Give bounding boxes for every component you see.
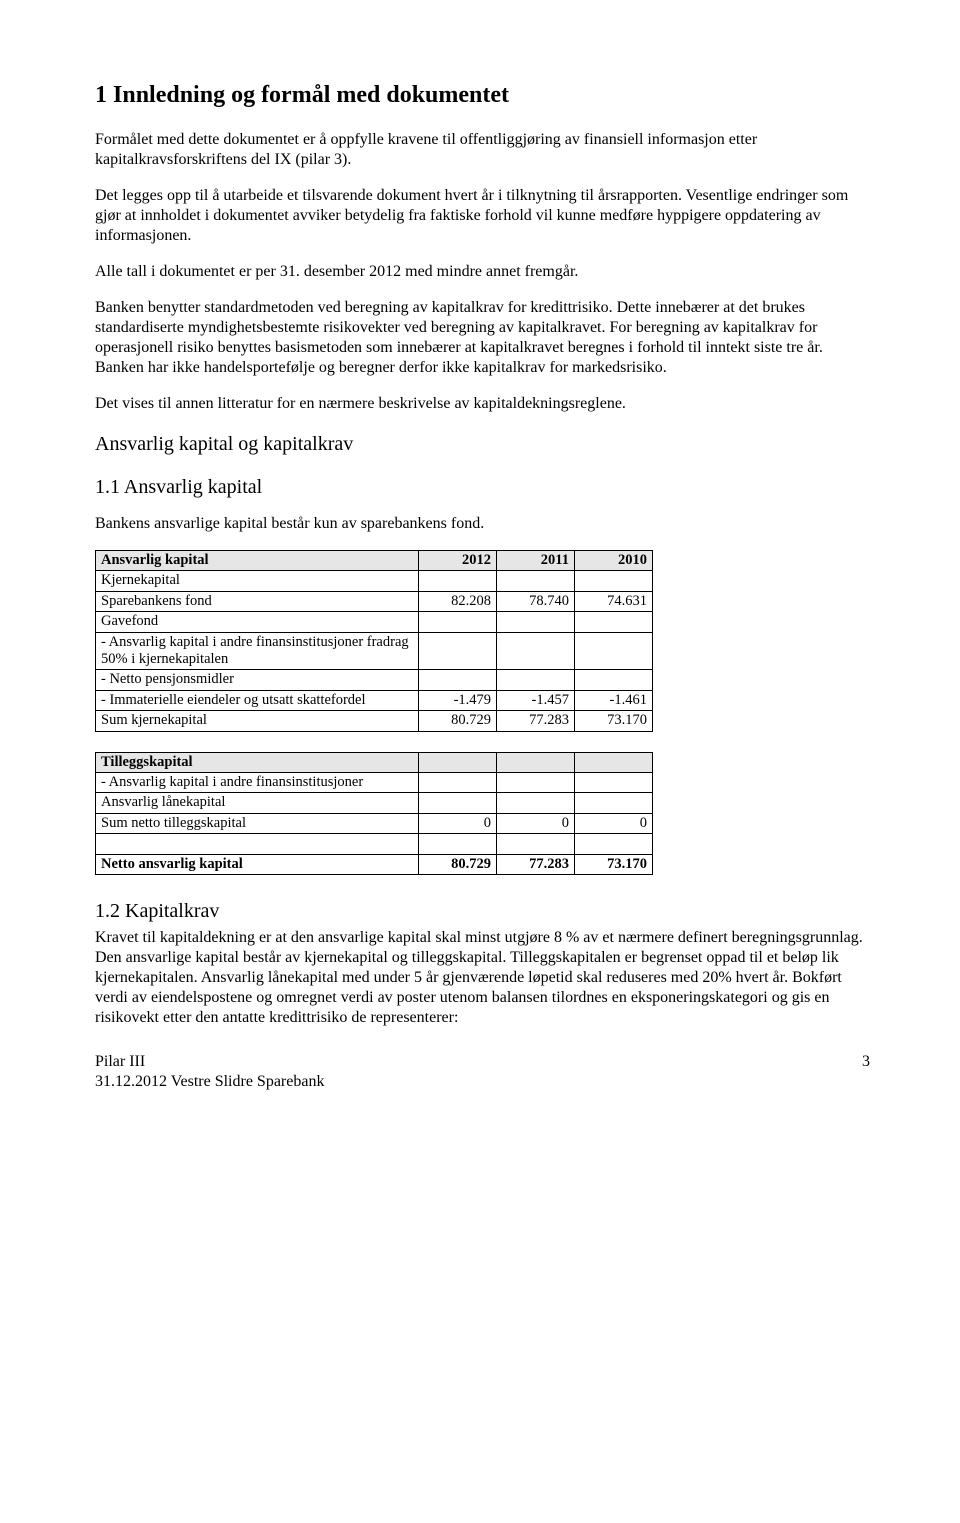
table-header-cell: 2010 xyxy=(575,551,653,571)
table-cell: 74.631 xyxy=(575,591,653,611)
table-cell: 77.283 xyxy=(497,855,575,875)
table-cell xyxy=(497,632,575,670)
table-cell xyxy=(497,834,575,855)
table-cell: Gavefond xyxy=(96,612,419,632)
table-cell: 0 xyxy=(419,813,497,833)
paragraph: Bankens ansvarlige kapital består kun av… xyxy=(95,514,870,534)
table-header-cell: 2011 xyxy=(497,551,575,571)
table-cell xyxy=(497,793,575,813)
table-cell: 73.170 xyxy=(575,855,653,875)
table-cell: 77.283 xyxy=(497,711,575,731)
paragraph: Formålet med dette dokumentet er å oppfy… xyxy=(95,130,870,170)
table-cell: 80.729 xyxy=(419,855,497,875)
heading-ansvarlig-kapital-og-kapitalkrav: Ansvarlig kapital og kapitalkrav xyxy=(95,432,870,457)
heading-1-1-ansvarlig-kapital: 1.1 Ansvarlig kapital xyxy=(95,475,870,500)
table-cell: -1.461 xyxy=(575,690,653,710)
table-cell: - Ansvarlig kapital i andre finansinstit… xyxy=(96,772,419,792)
table-cell xyxy=(419,670,497,690)
paragraph: Banken benytter standardmetoden ved bere… xyxy=(95,298,870,378)
footer-left-line1: Pilar III xyxy=(95,1053,145,1070)
table-cell: 78.740 xyxy=(497,591,575,611)
footer-left-line2: 31.12.2012 Vestre Slidre Sparebank xyxy=(95,1073,324,1090)
table-cell: 82.208 xyxy=(419,591,497,611)
table-cell: 0 xyxy=(497,813,575,833)
table-cell xyxy=(575,670,653,690)
table-cell: - Netto pensjonsmidler xyxy=(96,670,419,690)
table-cell: -1.457 xyxy=(497,690,575,710)
table-cell xyxy=(575,793,653,813)
heading-1-2-kapitalkrav: 1.2 Kapitalkrav xyxy=(95,899,870,924)
table-cell xyxy=(575,632,653,670)
table-cell xyxy=(96,834,419,855)
table-cell: Kjernekapital xyxy=(96,571,419,591)
table-cell: Sum kjernekapital xyxy=(96,711,419,731)
table-header-cell xyxy=(575,752,653,772)
table-cell: Netto ansvarlig kapital xyxy=(96,855,419,875)
table-header-cell: Tilleggskapital xyxy=(96,752,419,772)
table-cell: Ansvarlig lånekapital xyxy=(96,793,419,813)
table-tilleggskapital: Tilleggskapital - Ansvarlig kapital i an… xyxy=(95,752,653,876)
table-cell: Sum netto tilleggskapital xyxy=(96,813,419,833)
table-header-cell: Ansvarlig kapital xyxy=(96,551,419,571)
table-cell xyxy=(575,612,653,632)
table-cell xyxy=(419,834,497,855)
table-cell: - Immaterielle eiendeler og utsatt skatt… xyxy=(96,690,419,710)
heading-intro: 1 Innledning og formål med dokumentet xyxy=(95,80,870,110)
table-cell xyxy=(419,772,497,792)
paragraph: Det vises til annen litteratur for en næ… xyxy=(95,394,870,414)
table-cell xyxy=(575,834,653,855)
table-cell: Sparebankens fond xyxy=(96,591,419,611)
table-cell xyxy=(497,670,575,690)
page-number: 3 xyxy=(862,1052,870,1072)
table-cell: - Ansvarlig kapital i andre finansinstit… xyxy=(96,632,419,670)
table-cell xyxy=(575,571,653,591)
table-cell xyxy=(497,571,575,591)
paragraph: Det legges opp til å utarbeide et tilsva… xyxy=(95,186,870,246)
table-header-cell xyxy=(419,752,497,772)
paragraph: Kravet til kapitaldekning er at den ansv… xyxy=(95,928,870,1028)
table-header-cell xyxy=(497,752,575,772)
table-cell xyxy=(419,793,497,813)
table-ansvarlig-kapital: Ansvarlig kapital 2012 2011 2010 Kjernek… xyxy=(95,550,653,732)
table-cell: -1.479 xyxy=(419,690,497,710)
table-cell xyxy=(419,571,497,591)
table-cell: 80.729 xyxy=(419,711,497,731)
table-cell xyxy=(575,772,653,792)
table-cell xyxy=(497,612,575,632)
table-cell xyxy=(419,632,497,670)
table-cell xyxy=(419,612,497,632)
table-cell: 0 xyxy=(575,813,653,833)
table-cell: 73.170 xyxy=(575,711,653,731)
paragraph: Alle tall i dokumentet er per 31. desemb… xyxy=(95,262,870,282)
table-header-cell: 2012 xyxy=(419,551,497,571)
table-cell xyxy=(497,772,575,792)
page-footer: 3 Pilar III 31.12.2012 Vestre Slidre Spa… xyxy=(95,1052,870,1092)
